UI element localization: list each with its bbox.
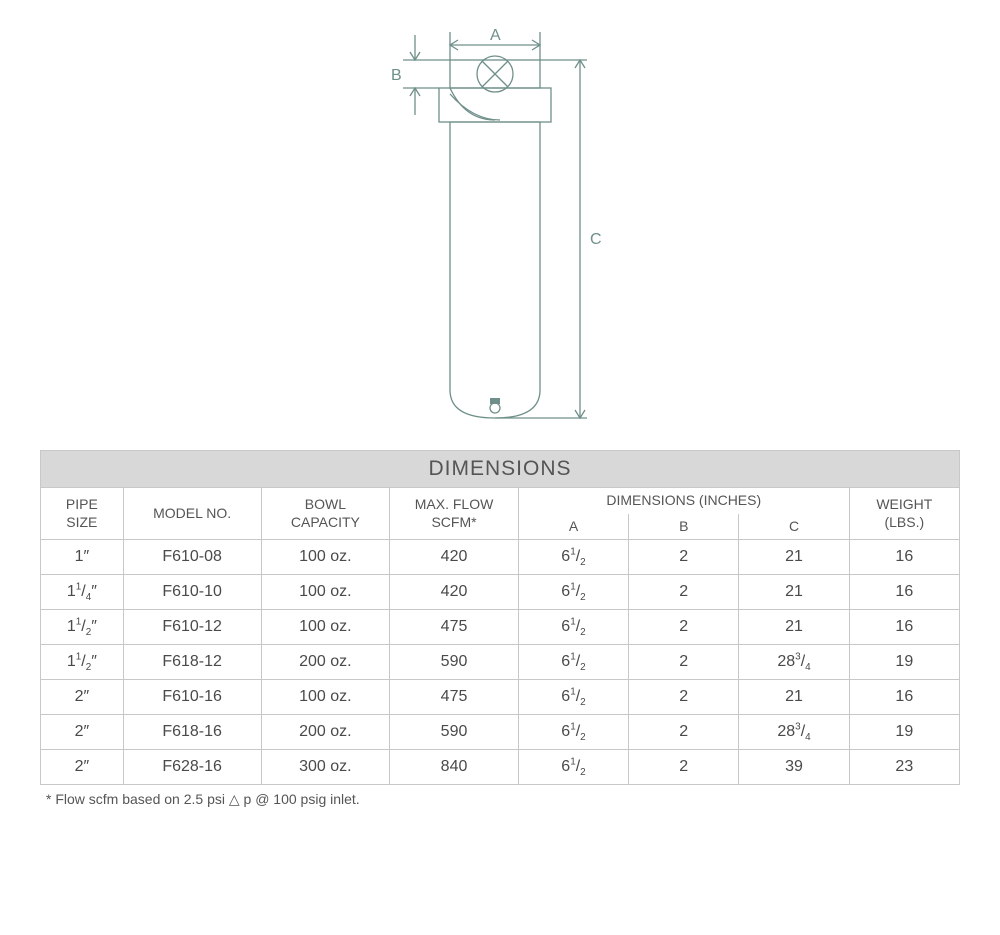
cell-model: F628-16 xyxy=(123,750,261,785)
hdr-pipe: PIPE SIZE xyxy=(41,488,124,540)
dim-label-B: B xyxy=(391,67,402,84)
cell-bowl: 200 oz. xyxy=(261,715,390,750)
cell-bowl: 300 oz. xyxy=(261,750,390,785)
cell-A: 61/2 xyxy=(518,540,628,575)
cell-C: 283/4 xyxy=(739,645,849,680)
dim-label-A: A xyxy=(490,27,501,44)
cell-pipe: 2″ xyxy=(41,680,124,715)
hdr-A: A xyxy=(518,514,628,540)
cell-B: 2 xyxy=(629,575,739,610)
cell-C: 39 xyxy=(739,750,849,785)
cell-model: F610-08 xyxy=(123,540,261,575)
cell-B: 2 xyxy=(629,680,739,715)
cell-weight: 19 xyxy=(849,645,959,680)
cell-model: F618-12 xyxy=(123,645,261,680)
table-row: 2″F628-16300 oz.84061/223923 xyxy=(41,750,960,785)
cell-pipe: 2″ xyxy=(41,750,124,785)
hdr-flow: MAX. FLOW SCFM* xyxy=(390,488,519,540)
cell-flow: 420 xyxy=(390,575,519,610)
cell-flow: 420 xyxy=(390,540,519,575)
cell-pipe: 2″ xyxy=(41,715,124,750)
cell-flow: 840 xyxy=(390,750,519,785)
table-title: DIMENSIONS xyxy=(41,451,960,488)
cell-model: F618-16 xyxy=(123,715,261,750)
cell-B: 2 xyxy=(629,750,739,785)
cell-model: F610-10 xyxy=(123,575,261,610)
table-row: 11/2″F618-12200 oz.59061/22283/419 xyxy=(41,645,960,680)
cell-flow: 475 xyxy=(390,680,519,715)
cell-weight: 16 xyxy=(849,680,959,715)
cell-pipe: 11/2″ xyxy=(41,610,124,645)
hdr-dims: DIMENSIONS (INCHES) xyxy=(518,488,849,514)
cell-bowl: 200 oz. xyxy=(261,645,390,680)
cell-B: 2 xyxy=(629,610,739,645)
cell-pipe: 11/4″ xyxy=(41,575,124,610)
table-row: 11/4″F610-10100 oz.42061/222116 xyxy=(41,575,960,610)
cell-flow: 475 xyxy=(390,610,519,645)
table-footnote: * Flow scfm based on 2.5 psi △ p @ 100 p… xyxy=(40,785,960,808)
cell-weight: 16 xyxy=(849,610,959,645)
hdr-C: C xyxy=(739,514,849,540)
hdr-B: B xyxy=(629,514,739,540)
cell-C: 283/4 xyxy=(739,715,849,750)
cell-B: 2 xyxy=(629,715,739,750)
cell-C: 21 xyxy=(739,680,849,715)
table-row: 2″F618-16200 oz.59061/22283/419 xyxy=(41,715,960,750)
cell-model: F610-16 xyxy=(123,680,261,715)
cell-A: 61/2 xyxy=(518,645,628,680)
hdr-weight: WEIGHT (LBS.) xyxy=(849,488,959,540)
cell-A: 61/2 xyxy=(518,610,628,645)
cell-A: 61/2 xyxy=(518,575,628,610)
cell-bowl: 100 oz. xyxy=(261,610,390,645)
cell-C: 21 xyxy=(739,610,849,645)
cell-C: 21 xyxy=(739,575,849,610)
table-row: 2″F610-16100 oz.47561/222116 xyxy=(41,680,960,715)
cell-B: 2 xyxy=(629,540,739,575)
dimension-diagram: A B C xyxy=(0,0,1000,430)
cell-B: 2 xyxy=(629,645,739,680)
dimensions-tbody: 1″F610-08100 oz.42061/22211611/4″F610-10… xyxy=(41,540,960,785)
table-row: 1″F610-08100 oz.42061/222116 xyxy=(41,540,960,575)
cell-pipe: 1″ xyxy=(41,540,124,575)
cell-flow: 590 xyxy=(390,715,519,750)
cell-weight: 19 xyxy=(849,715,959,750)
dim-label-C: C xyxy=(590,231,602,248)
cell-A: 61/2 xyxy=(518,750,628,785)
cell-A: 61/2 xyxy=(518,715,628,750)
cell-C: 21 xyxy=(739,540,849,575)
dimensions-table-wrap: DIMENSIONS PIPE SIZE MODEL NO. BOWL CAPA… xyxy=(40,450,960,808)
dimensions-table: DIMENSIONS PIPE SIZE MODEL NO. BOWL CAPA… xyxy=(40,450,960,785)
cell-pipe: 11/2″ xyxy=(41,645,124,680)
cell-weight: 16 xyxy=(849,575,959,610)
cell-model: F610-12 xyxy=(123,610,261,645)
table-row: 11/2″F610-12100 oz.47561/222116 xyxy=(41,610,960,645)
cell-A: 61/2 xyxy=(518,680,628,715)
cell-bowl: 100 oz. xyxy=(261,540,390,575)
cell-bowl: 100 oz. xyxy=(261,575,390,610)
cell-weight: 16 xyxy=(849,540,959,575)
cell-bowl: 100 oz. xyxy=(261,680,390,715)
hdr-bowl: BOWL CAPACITY xyxy=(261,488,390,540)
cell-flow: 590 xyxy=(390,645,519,680)
hdr-model: MODEL NO. xyxy=(123,488,261,540)
cell-weight: 23 xyxy=(849,750,959,785)
filter-diagram-svg: A B C xyxy=(355,20,645,430)
